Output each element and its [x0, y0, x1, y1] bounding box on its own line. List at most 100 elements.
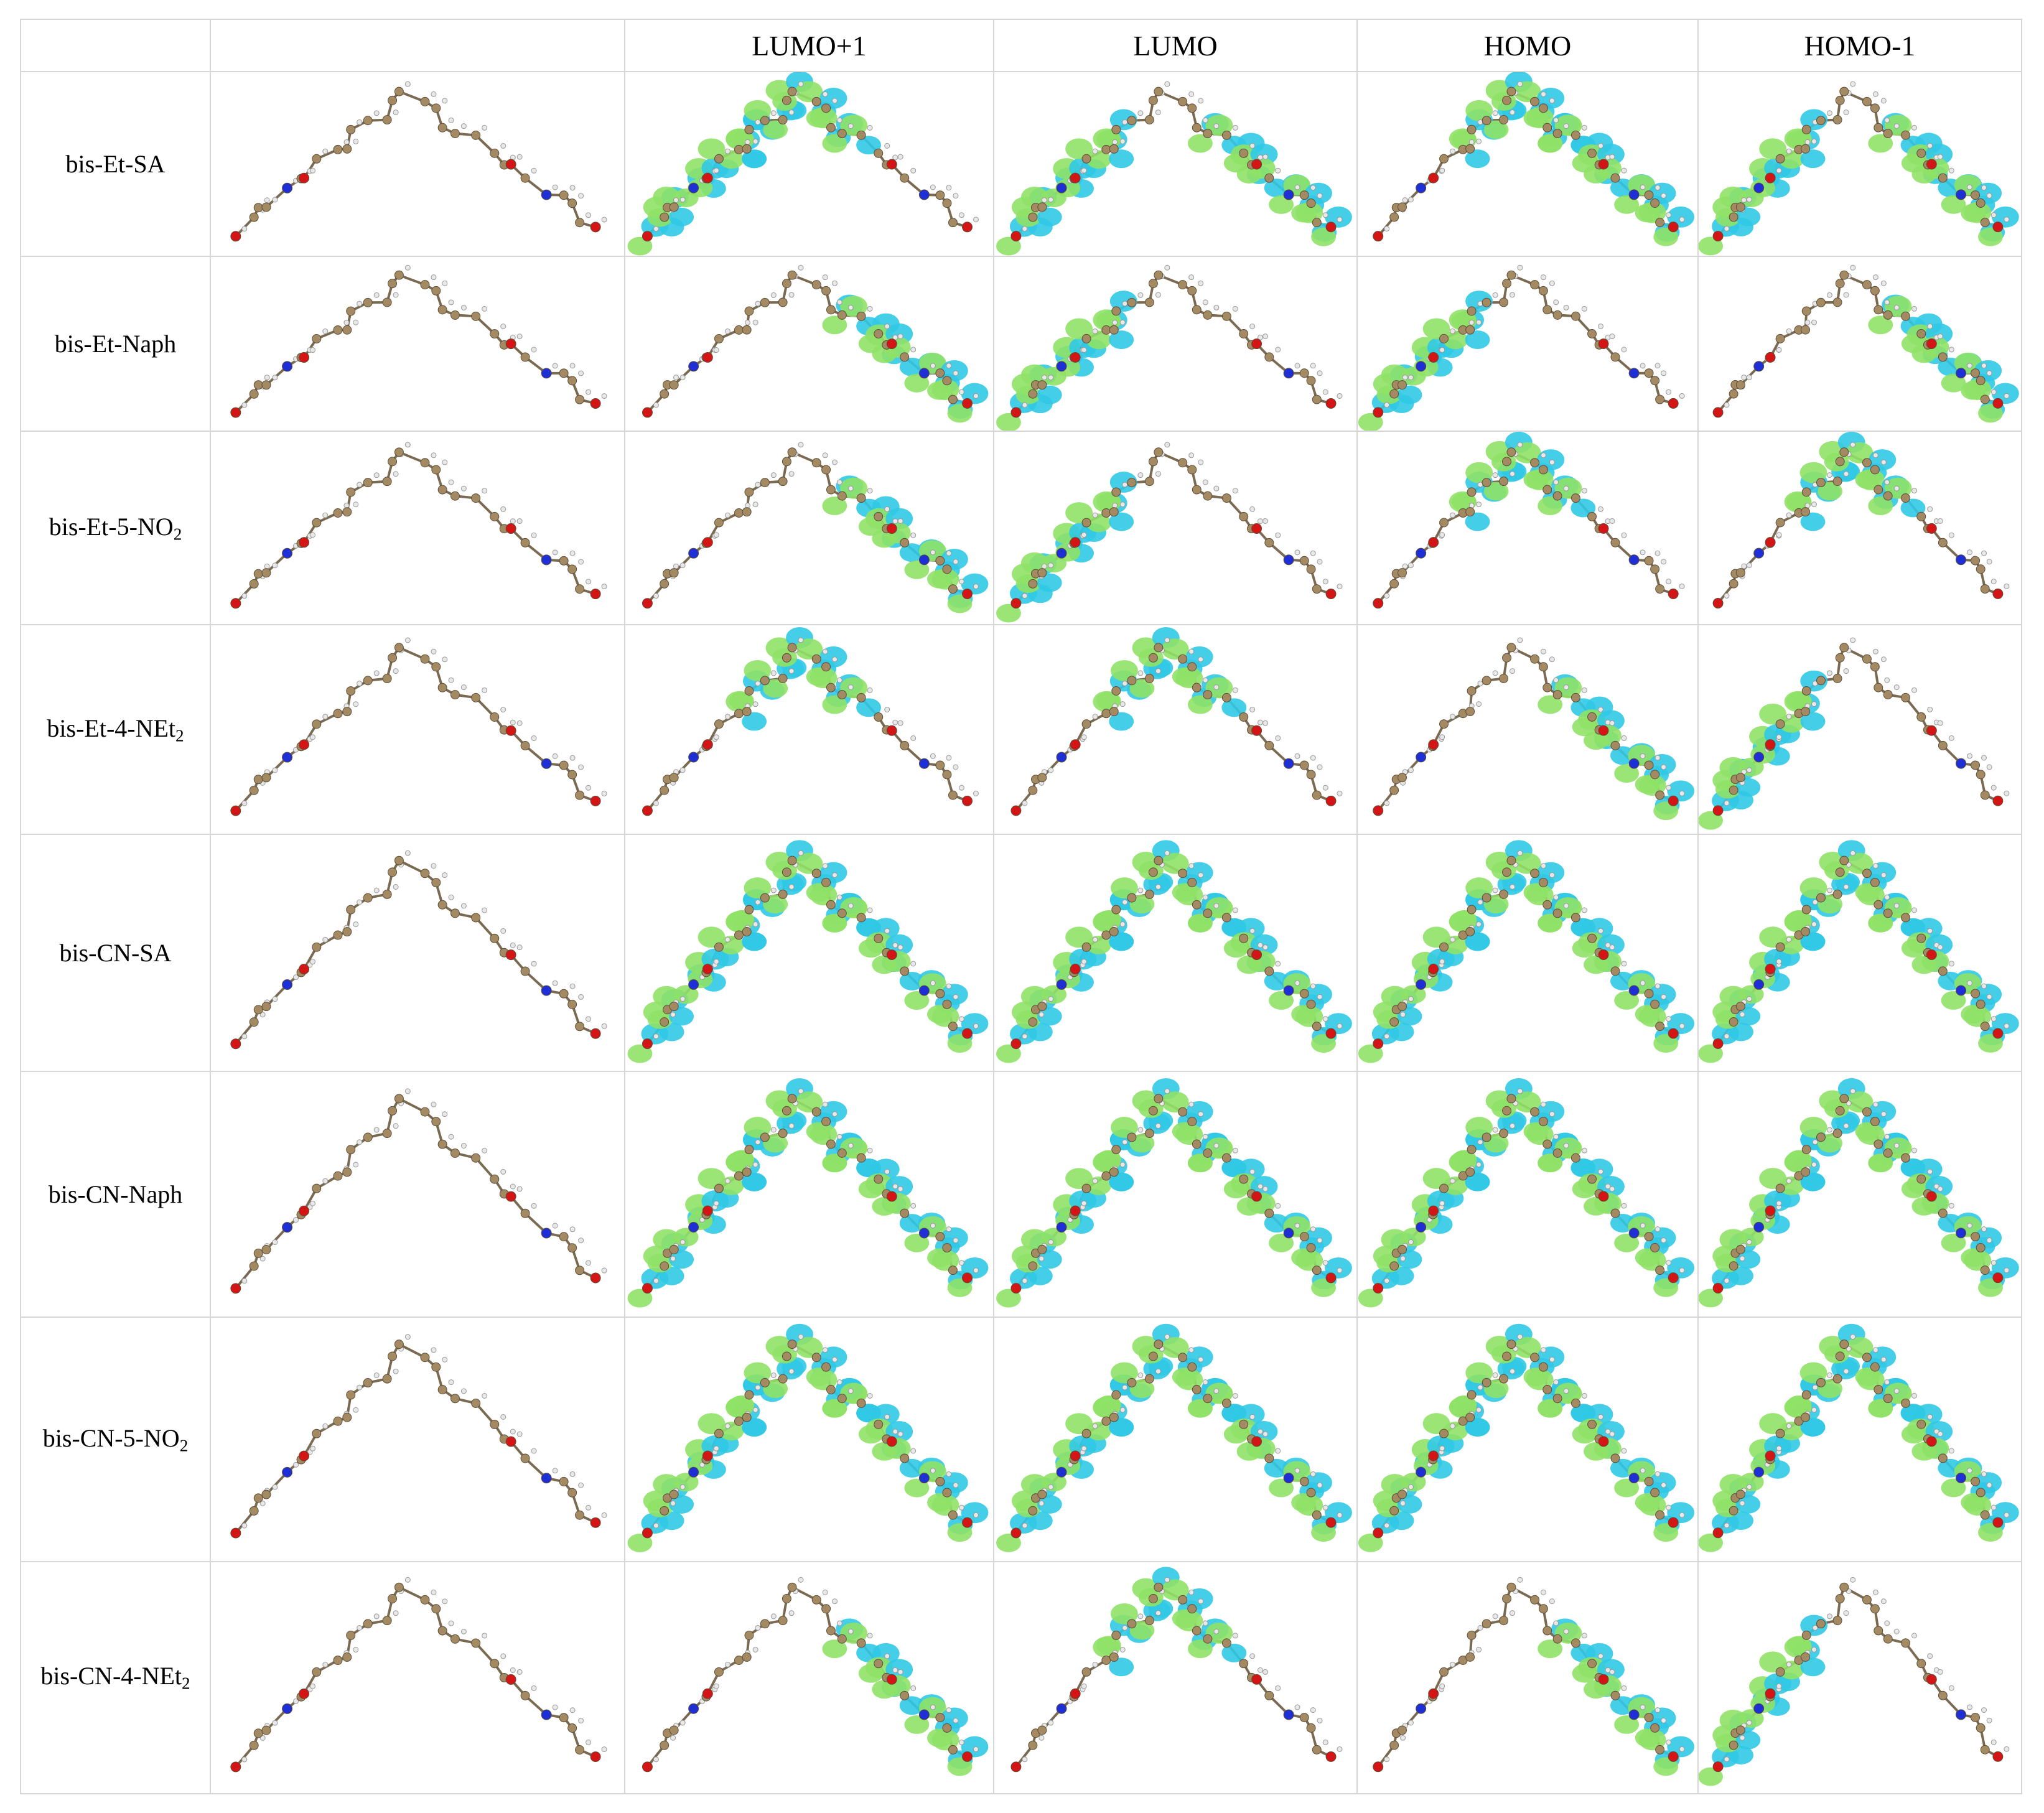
- orbital-image: [627, 840, 989, 1063]
- atoms: [1373, 1334, 1685, 1539]
- molecule-structure-image: [230, 637, 607, 816]
- molecule-structure: [1015, 1585, 1332, 1768]
- lumo-plus-1-image-cell: [624, 1560, 994, 1794]
- corner-header-cell: [20, 19, 211, 72]
- molecule-structure: [235, 273, 596, 414]
- row-label: bis-CN-Naph: [20, 1071, 211, 1318]
- homo-minus-1-image-cell: [1697, 70, 2022, 258]
- structure-image-cell: [210, 256, 625, 432]
- atoms: [1010, 1577, 1343, 1773]
- atoms: [1373, 264, 1685, 418]
- molecule-structure: [1015, 859, 1332, 1045]
- row-label-text: bis-CN-4-NEt: [40, 1662, 182, 1690]
- homo-image-cell: [1356, 624, 1699, 836]
- lumo-image-cell: [993, 1071, 1358, 1318]
- atoms: [230, 1577, 607, 1773]
- orbital-isosurface: [1699, 840, 2019, 1063]
- homo-image-cell: [1356, 1071, 1699, 1318]
- atoms: [1010, 81, 1343, 242]
- atoms: [642, 264, 979, 418]
- lumo-image-cell: [993, 1560, 1358, 1794]
- atoms: [642, 1334, 979, 1539]
- orbital-image: [642, 264, 989, 423]
- row-label: bis-Et-5-NO2: [20, 431, 211, 626]
- header-lumo: LUMO: [993, 19, 1358, 72]
- homo-image-cell: [1356, 70, 1699, 258]
- atoms: [1373, 81, 1685, 242]
- atoms: [1712, 851, 2010, 1050]
- lumo-image-cell: [993, 256, 1358, 432]
- orbital-isosurface: [627, 1323, 989, 1552]
- homo-image-cell: [1356, 431, 1699, 626]
- atoms: [1712, 264, 2010, 418]
- orbital-image: [1699, 1323, 2019, 1552]
- homo-minus-1-image-cell: [1697, 624, 2022, 836]
- orbital-image: [996, 1078, 1352, 1308]
- row-label: bis-Et-Naph: [20, 256, 211, 432]
- molecule-structure-image: [230, 1577, 607, 1773]
- lumo-plus-1-image-cell: [624, 834, 994, 1073]
- atoms: [230, 81, 607, 242]
- row-label-subscript: 2: [179, 1436, 189, 1455]
- structure-image-cell: [210, 624, 625, 836]
- orbital-image: [1358, 840, 1695, 1063]
- orbital-image: [627, 1323, 989, 1552]
- table-row: bis-Et-4-NEt2: [20, 624, 2022, 836]
- homo-minus-1-image-cell: [1697, 1316, 2022, 1562]
- atoms: [1373, 1577, 1685, 1773]
- molecule-structure: [235, 859, 596, 1045]
- table-row: bis-Et-5-NO2: [20, 431, 2022, 626]
- atoms: [1010, 851, 1343, 1050]
- molecular-orbital-table: LUMO+1 LUMO HOMO HOMO-1 bis-Et-SA bis-Et-…: [20, 19, 2022, 1794]
- atoms: [230, 1088, 607, 1294]
- lumo-plus-1-image-cell: [624, 70, 994, 258]
- orbital-image: [996, 264, 1343, 431]
- orbital-image: [642, 442, 989, 613]
- orbital-image: [1712, 432, 2010, 609]
- orbital-isosurface: [1358, 1323, 1695, 1552]
- orbital-isosurface: [1358, 840, 1695, 1063]
- molecule-structure: [235, 450, 596, 605]
- atoms: [1712, 1334, 2010, 1539]
- orbital-image: [1699, 81, 2019, 256]
- row-label-text: bis-CN-5-NO: [42, 1424, 180, 1452]
- orbital-isosurface: [627, 840, 989, 1063]
- orbital-image: [1358, 1078, 1695, 1308]
- homo-image-cell: [1356, 1560, 1699, 1794]
- atoms: [1010, 442, 1343, 609]
- row-label-text: bis-CN-SA: [59, 939, 172, 967]
- table-row: bis-CN-4-NEt2: [20, 1560, 2022, 1794]
- orbital-image: [642, 627, 979, 816]
- orbital-image: [1010, 627, 1343, 816]
- molecule-structure: [235, 1097, 596, 1290]
- header-homo-minus-1: HOMO-1: [1697, 19, 2022, 72]
- orbital-image: [627, 1078, 989, 1308]
- row-label-text: bis-Et-5-NO: [49, 512, 174, 541]
- row-label-subscript: 2: [175, 726, 184, 745]
- orbital-isosurface: [1699, 1323, 2019, 1552]
- molecule-structure-image: [230, 851, 607, 1050]
- atoms: [230, 637, 607, 816]
- atoms: [230, 264, 607, 418]
- row-label-text: bis-CN-Naph: [48, 1180, 183, 1209]
- homo-minus-1-image-cell: [1697, 256, 2022, 432]
- atoms: [230, 851, 607, 1050]
- molecule-structure: [1015, 646, 1332, 812]
- orbital-image: [1358, 264, 1685, 431]
- atoms: [1712, 1088, 2010, 1294]
- atoms: [1373, 1088, 1685, 1294]
- orbital-isosurface: [996, 840, 1352, 1063]
- lumo-plus-1-image-cell: [624, 1071, 994, 1318]
- structure-image-cell: [210, 1316, 625, 1562]
- lumo-image-cell: [993, 1316, 1358, 1562]
- molecule-structure-image: [230, 81, 607, 242]
- atoms: [642, 637, 979, 816]
- homo-image-cell: [1356, 256, 1699, 432]
- atoms: [1712, 637, 2010, 816]
- atoms: [230, 1334, 607, 1539]
- molecule-structure: [1377, 646, 1674, 812]
- homo-minus-1-image-cell: [1697, 1560, 2022, 1794]
- orbital-isosurface: [996, 1078, 1352, 1308]
- atoms: [642, 1577, 979, 1773]
- orbital-image: [627, 73, 979, 256]
